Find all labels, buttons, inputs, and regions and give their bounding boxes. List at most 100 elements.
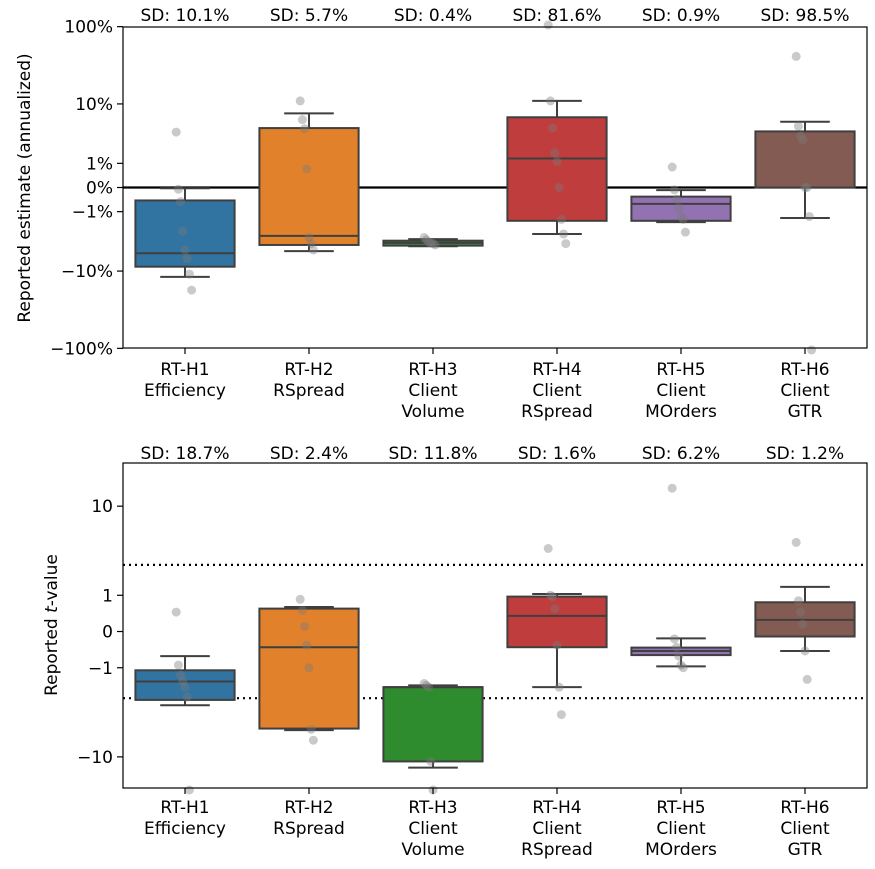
box-5	[630, 189, 732, 224]
data-point	[419, 233, 429, 243]
data-point	[802, 674, 812, 684]
data-point	[554, 682, 564, 692]
data-point	[556, 710, 566, 720]
category-label-line: MOrders	[645, 840, 717, 860]
data-point	[178, 226, 188, 236]
data-point	[182, 254, 192, 264]
data-point	[667, 483, 677, 493]
category-label: RT-H2 RSpread	[273, 798, 345, 839]
sd-label: SD: 10.1%	[140, 6, 229, 26]
category-label-line: GTR	[788, 840, 823, 860]
sd-label: SD: 5.7%	[270, 6, 348, 26]
data-point	[300, 124, 310, 134]
category-label-line: MOrders	[645, 402, 717, 422]
data-point	[554, 183, 564, 192]
category-label-line: RT-H6	[780, 798, 829, 818]
sd-label: SD: 1.2%	[766, 444, 844, 464]
y-axis-title-part: -value	[42, 554, 62, 606]
category-label-line: Client	[532, 381, 582, 401]
y-tick-label: 0%	[86, 179, 113, 199]
data-point	[424, 682, 434, 692]
category-label-line: Client	[408, 381, 458, 401]
category-label-line: RT-H6	[780, 360, 829, 380]
data-point	[171, 607, 181, 617]
y-axis-title-part: t	[42, 605, 62, 613]
data-point	[672, 194, 682, 204]
category-label: RT-H1 Efficiency	[144, 360, 226, 401]
data-point	[187, 285, 197, 295]
data-point	[561, 239, 571, 249]
data-point	[176, 670, 186, 680]
data-point	[802, 183, 812, 192]
y-tick-label: 1%	[86, 154, 113, 174]
data-point	[550, 604, 560, 614]
data-point	[680, 227, 690, 237]
data-point	[178, 676, 188, 686]
plot-frame	[122, 462, 868, 789]
y-tick-label: 1	[102, 586, 113, 606]
data-point	[796, 607, 806, 617]
data-point	[306, 239, 316, 249]
box-1	[134, 187, 236, 278]
data-point	[552, 640, 562, 650]
data-point	[543, 543, 553, 553]
category-label: RT-H2 RSpread	[273, 360, 345, 401]
data-point	[552, 157, 562, 167]
category-label-line: RT-H3	[408, 360, 457, 380]
data-point	[180, 245, 190, 255]
sd-label: SD: 0.4%	[394, 6, 472, 26]
y-tick-label: −10	[77, 748, 113, 768]
data-point	[184, 269, 194, 279]
data-point	[548, 592, 558, 602]
category-label-line: RT-H4	[532, 360, 581, 380]
data-point	[424, 237, 434, 247]
category-label-line: Client	[780, 381, 830, 401]
box-4	[506, 592, 608, 689]
data-point	[304, 233, 314, 243]
sd-label: SD: 6.2%	[642, 444, 720, 464]
sd-label: SD: 81.6%	[512, 6, 601, 26]
sd-label: SD: 1.6%	[518, 444, 596, 464]
y-tick-label: −10%	[61, 262, 113, 282]
data-point	[674, 651, 684, 661]
data-point	[798, 619, 808, 629]
category-label-line: GTR	[788, 402, 823, 422]
box-body	[134, 669, 236, 701]
data-point	[793, 121, 803, 131]
category-label-line: Volume	[401, 402, 464, 422]
data-point	[421, 235, 431, 245]
sd-label: SD: 18.7%	[140, 444, 229, 464]
box-body	[506, 116, 608, 222]
y-tick-label: −1	[88, 659, 113, 679]
data-point	[295, 96, 305, 106]
panel-estimate: −100%−10%−1%0%1%10%100%RT-H1 EfficiencyRT…	[15, 6, 868, 422]
box-1	[134, 655, 236, 707]
data-point	[796, 131, 806, 141]
data-point	[674, 203, 684, 213]
data-point	[297, 605, 307, 615]
category-label-line: Volume	[401, 840, 464, 860]
data-point	[676, 660, 686, 670]
category-label-line: RT-H2	[284, 360, 333, 380]
data-point	[426, 238, 436, 248]
data-point	[300, 622, 310, 632]
category-label-line: RT-H4	[532, 798, 581, 818]
category-label-line: Client	[408, 819, 458, 839]
data-point	[550, 148, 560, 158]
data-point	[800, 183, 810, 192]
data-point	[184, 785, 194, 795]
category-label-line: Efficiency	[144, 819, 226, 839]
y-axis-title: Reported t-value	[42, 554, 62, 696]
category-label-line: Client	[656, 381, 706, 401]
y-tick-label: 100%	[64, 18, 113, 38]
data-point	[678, 663, 688, 673]
box-2	[258, 605, 360, 732]
data-point	[548, 123, 558, 133]
data-point	[419, 678, 429, 688]
category-label-line: Efficiency	[144, 381, 226, 401]
data-point	[545, 96, 555, 106]
data-point	[302, 640, 312, 650]
y-tick-label: −100%	[50, 339, 113, 359]
data-point	[176, 197, 186, 207]
